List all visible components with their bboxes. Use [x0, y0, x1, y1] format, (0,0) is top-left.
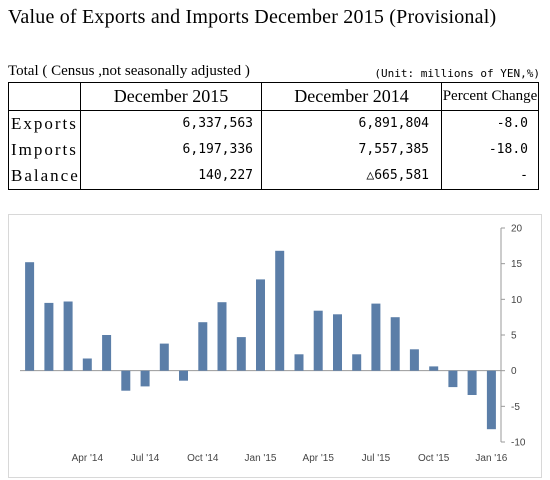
x-tick-label: Apr '15 [303, 453, 335, 464]
change-column: -8.0 -18.0 - [441, 110, 539, 190]
header-blank [8, 82, 81, 111]
bar-feb-14 [44, 302, 54, 371]
y-tick-label: 5 [511, 331, 517, 342]
growth-bar-chart: 20 15 10 5 0 -5 -10 Apr '14 Jul '14 Oct '14 Jan '1… [8, 214, 542, 478]
imports-dec2015: 6,197,336 [182, 142, 253, 157]
dec2015-column: 6,337,563 6,197,336 140,227 [80, 110, 262, 190]
bar-may-15 [333, 314, 342, 371]
y-tick-label: -10 [511, 438, 526, 449]
bar-jan-16 [486, 370, 496, 430]
x-tick-label: Oct '15 [418, 453, 450, 464]
imports-change: -18.0 [488, 142, 528, 157]
bar-jun-15 [352, 354, 362, 371]
row-label-exports: Exports [11, 114, 78, 133]
y-tick-label: 15 [511, 259, 523, 270]
row-label-imports: Imports [11, 140, 78, 159]
row-label-balance: Balance [11, 166, 80, 185]
exports-dec2015: 6,337,563 [182, 116, 253, 131]
y-tick-label: 10 [511, 295, 523, 306]
header-percent-change: Percent Change [441, 82, 539, 111]
bar-jul-14 [140, 370, 150, 387]
bar-oct-14 [198, 322, 208, 371]
row-labels-column: Exports Imports Balance [8, 110, 81, 190]
bar-apr-14 [82, 358, 92, 371]
header-dec2014: December 2014 [261, 82, 442, 111]
bar-jun-14 [121, 370, 131, 391]
x-tick-label: Oct '14 [187, 453, 219, 464]
bar-aug-15 [390, 317, 400, 371]
bar-nov-14 [217, 302, 227, 371]
balance-dec2014: △665,581 [366, 168, 429, 183]
y-tick-label: 0 [511, 366, 517, 377]
chart-svg: 20 15 10 5 0 -5 -10 Apr '14 Jul '14 Oct '14 Jan '1… [20, 224, 526, 464]
bar-sep-15 [409, 349, 419, 371]
x-tick-label: Jul '15 [362, 453, 391, 464]
exports-dec2014: 6,891,804 [358, 116, 429, 131]
y-tick-label: -5 [511, 402, 520, 413]
header-dec2015: December 2015 [80, 82, 262, 111]
bar-jul-15 [371, 303, 381, 371]
x-tick-label: Jul '14 [131, 453, 160, 464]
bar-nov-15 [448, 370, 458, 388]
table-header-row: December 2015 December 2014 Percent Chan… [8, 82, 539, 111]
table-body-row: Exports Imports Balance 6,337,563 6,197,… [8, 110, 539, 190]
balance-change: - [520, 168, 528, 183]
bar-aug-14 [159, 343, 169, 371]
x-tick-label: Apr '14 [72, 453, 104, 464]
bar-may-14 [102, 335, 112, 371]
dec2014-column: 6,891,804 7,557,385 △665,581 [261, 110, 442, 190]
bar-jan-14 [25, 262, 35, 371]
bar-dec-15 [467, 370, 477, 395]
exports-change: -8.0 [496, 116, 528, 131]
y-tick-label: 20 [511, 224, 523, 235]
bar-mar-14 [63, 301, 73, 371]
x-tick-label: Jan '16 [475, 453, 507, 464]
bar-apr-15 [313, 310, 323, 371]
page-title: Value of Exports and Imports December 20… [8, 6, 497, 28]
bar-sep-14 [179, 370, 188, 381]
unit-note: (Unit: millions of YEN,%) [374, 67, 540, 80]
imports-dec2014: 7,557,385 [358, 142, 429, 157]
table-caption: Total ( Census ,not seasonally adjusted … [8, 63, 250, 79]
x-tick-label: Jan '15 [245, 453, 277, 464]
balance-dec2015: 140,227 [198, 168, 253, 183]
bar-mar-15 [294, 354, 304, 371]
trade-table: December 2015 December 2014 Percent Chan… [8, 82, 539, 190]
bar-dec-14 [236, 337, 246, 371]
bar-feb-15 [275, 250, 285, 371]
bar-oct-15 [429, 366, 439, 371]
bar-jan-15 [256, 279, 265, 371]
